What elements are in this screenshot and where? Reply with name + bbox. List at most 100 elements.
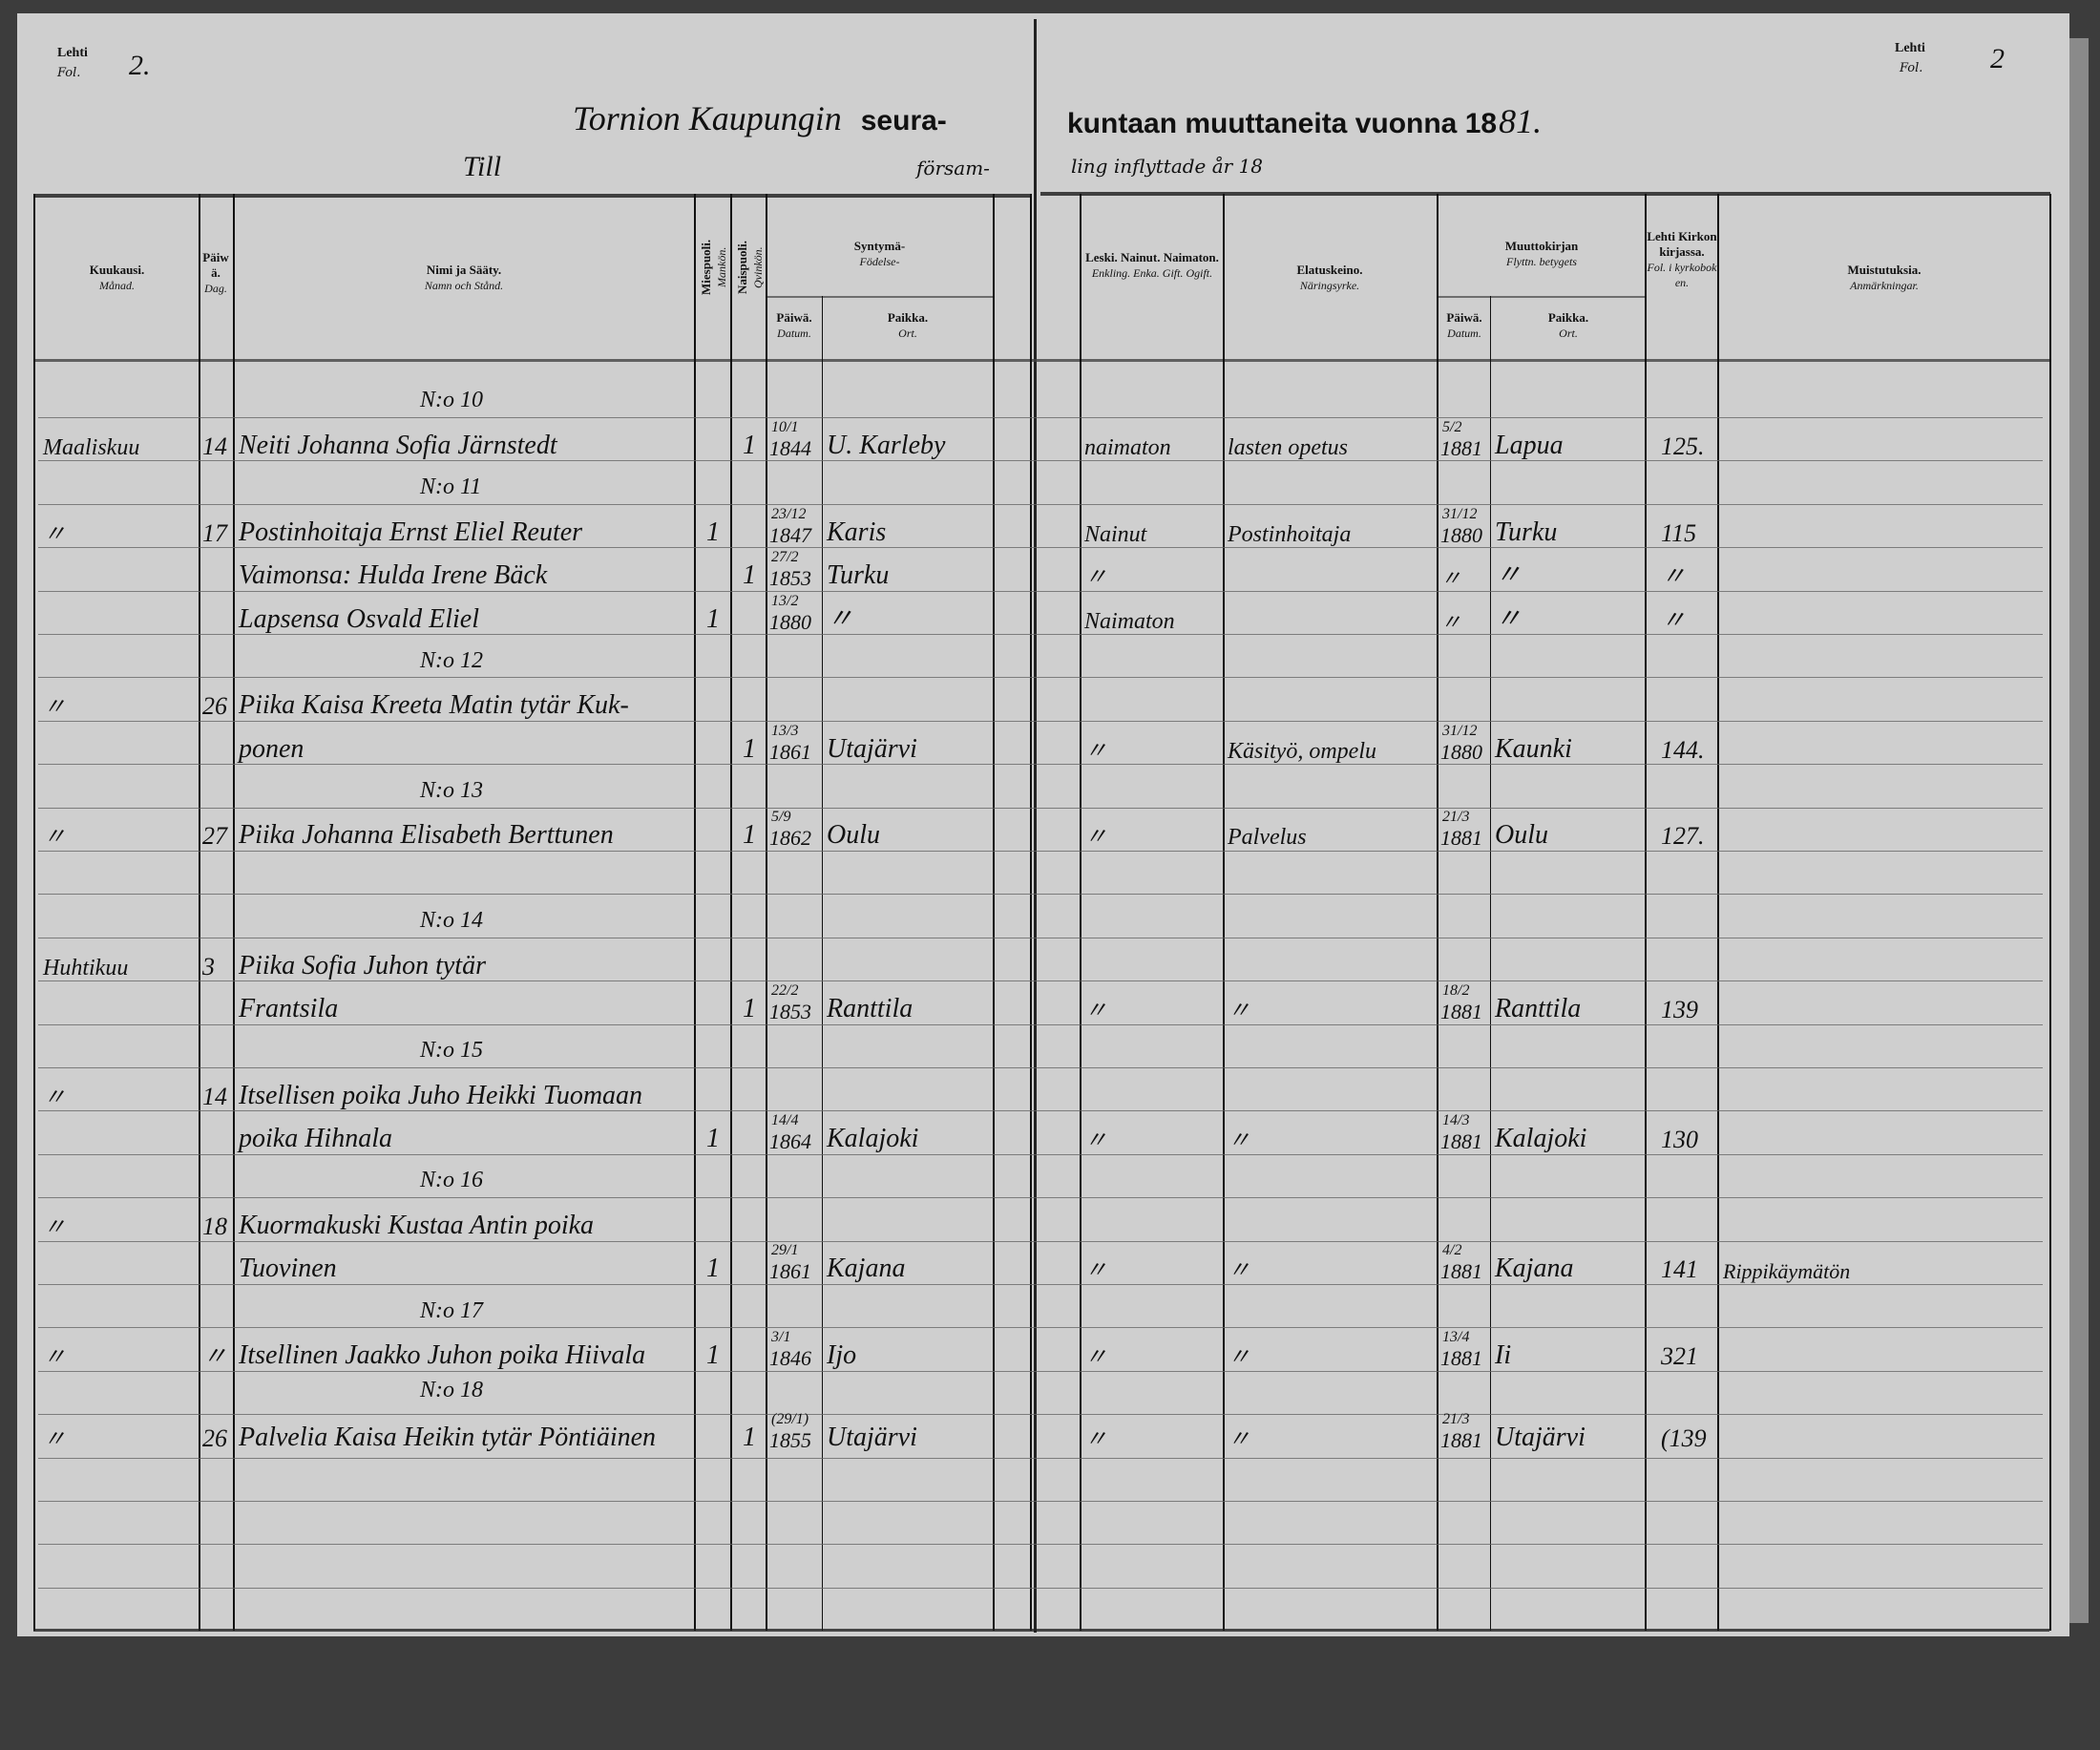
entry-male: 1 [706, 1340, 720, 1370]
entry-mdate-y: 1881 [1440, 436, 1482, 460]
title-sv-left: försam- [916, 157, 990, 179]
column-rule [993, 194, 995, 1631]
entry-mdate-dm: 13/4 [1442, 1329, 1470, 1345]
ruled-line [38, 1154, 2043, 1155]
entry-name: Postinhoitaja Ernst Eliel Reuter [239, 517, 583, 547]
entry-month: 〃 [43, 825, 66, 850]
ruled-line [38, 1067, 2043, 1068]
entry-day: 26 [202, 1424, 227, 1452]
entry-month: 〃 [43, 695, 66, 720]
entry-bplace: Ijo [827, 1340, 857, 1370]
entry-bdate-dm: 10/1 [771, 419, 799, 435]
entry-bdate-y: 1844 [769, 436, 811, 460]
entry-fol: 321 [1661, 1342, 1698, 1370]
entry-number: N:o 10 [420, 388, 483, 412]
ruled-line [38, 1588, 2043, 1589]
header-cert-place: Paikka. Ort. [1547, 310, 1589, 340]
entry-status: Naimaton [1084, 609, 1175, 634]
ruled-line [38, 1458, 2043, 1459]
entry-mdate-dm: 14/3 [1442, 1112, 1470, 1128]
entry-mdate-y: 1881 [1440, 1428, 1482, 1452]
folio-number-right: 2 [1990, 43, 2005, 74]
header-cert-date: Päiwä. Datum. [1446, 310, 1482, 340]
entry-day: 〃 [202, 1342, 228, 1370]
entry-name: Itsellisen poika Juho Heikki Tuomaan [239, 1081, 643, 1110]
entry-bdate-y: 1880 [769, 610, 811, 634]
entry-bdate-dm: (29/1) [771, 1411, 809, 1427]
entry-fol: 127. [1661, 822, 1705, 850]
header-folio: Lehti Kirkonkirjassa. Fol. i kyrkoboken. [1647, 229, 1717, 289]
entry-bplace: Oulu [827, 820, 880, 850]
title-printed-left: seura- [860, 105, 947, 137]
title-place-handwritten: Tornion Kaupungin [573, 99, 842, 137]
header-bottom-rule [33, 359, 2049, 362]
header-male: Miespuoli. Mankön. [699, 239, 728, 296]
entry-mdate-y: 1880 [1440, 740, 1482, 764]
entry-bplace: 〃 [827, 604, 854, 634]
entry-name: Tuovinen [239, 1254, 337, 1283]
header-birth-date: Päiwä. Datum. [776, 310, 812, 340]
column-rule [33, 194, 35, 1631]
header-moving-certificate: Muuttokirjan Flyttn. betygets [1504, 239, 1579, 268]
entry-name: Neiti Johanna Sofia Järnstedt [239, 431, 557, 460]
entry-name: Piika Johanna Elisabeth Berttunen [239, 820, 614, 850]
entry-day: 17 [202, 519, 227, 547]
ruled-line [38, 547, 2043, 548]
entry-month: Maaliskuu [43, 435, 140, 460]
column-rule [1490, 296, 1491, 1631]
folio-label-left-sv: Fol. [57, 66, 81, 80]
header-name: Nimi ja Sääty. Namn och Stånd. [424, 263, 504, 292]
entry-bdate-dm: 14/4 [771, 1112, 799, 1128]
entry-fol: 125. [1661, 432, 1705, 460]
entry-mdate-y: 〃 [1440, 566, 1462, 590]
entry-bplace: U. Karleby [827, 431, 946, 460]
entry-bdate-dm: 13/2 [771, 593, 799, 609]
book-fold [1034, 19, 1037, 1633]
entry-female: 1 [743, 994, 756, 1023]
entry-bdate-y: 1847 [769, 523, 811, 547]
entry-mplace: Kalajoki [1495, 1124, 1587, 1153]
header-day: Päiwä. Dag. [202, 250, 229, 295]
entry-occ: Käsityö, ompelu [1228, 739, 1376, 764]
entry-occ: Palvelus [1228, 825, 1307, 850]
entry-month: 〃 [43, 1427, 66, 1452]
entry-fol: 141 [1661, 1255, 1698, 1283]
entry-name: Piika Sofia Juhon tytär [239, 951, 486, 980]
ruled-line [38, 1197, 2043, 1198]
entry-number: N:o 12 [420, 648, 483, 673]
entry-mplace: 〃 [1495, 560, 1522, 590]
entry-mplace: Kaunki [1495, 734, 1572, 764]
entry-mdate-dm: 18/2 [1442, 982, 1470, 999]
entry-fol: 〃 [1661, 606, 1687, 634]
column-rule [766, 194, 767, 1631]
ruled-line [38, 1284, 2043, 1285]
column-rule [730, 194, 732, 1631]
header-marital-status: Leski. Nainut. Naimaton. Enkling. Enka. G… [1085, 250, 1219, 280]
entry-bdate-dm: 3/1 [771, 1329, 791, 1345]
entry-status: 〃 [1084, 825, 1107, 850]
ruled-line [38, 1371, 2043, 1372]
column-rule [1437, 194, 1438, 1631]
ruled-line [38, 851, 2043, 852]
entry-occ: 〃 [1228, 1258, 1250, 1283]
ruled-line [38, 1327, 2043, 1328]
entry-bdate-y: 1861 [769, 740, 811, 764]
entry-mplace: Kajana [1495, 1254, 1574, 1283]
entry-day: 26 [202, 692, 227, 720]
entry-fol: 115 [1661, 519, 1697, 547]
ruled-line [38, 808, 2043, 809]
column-rule [1717, 194, 1719, 1631]
entry-day: 27 [202, 822, 227, 850]
entry-mplace: Lapua [1495, 431, 1564, 460]
folio-label-right-sv: Fol. [1900, 61, 1923, 75]
entry-female: 1 [743, 431, 756, 460]
entry-day: 14 [202, 432, 227, 460]
folio-number-left: 2. [129, 50, 151, 81]
entry-bplace: Utajärvi [827, 1423, 917, 1452]
entry-occ: 〃 [1228, 1427, 1250, 1452]
entry-number: N:o 15 [420, 1038, 483, 1063]
title-right-row: kuntaan muuttaneita vuonna 18 81. [1067, 102, 1542, 141]
entry-month: 〃 [43, 1086, 66, 1110]
entry-mdate-dm: 5/2 [1442, 419, 1462, 435]
ruled-line [38, 1501, 2043, 1502]
